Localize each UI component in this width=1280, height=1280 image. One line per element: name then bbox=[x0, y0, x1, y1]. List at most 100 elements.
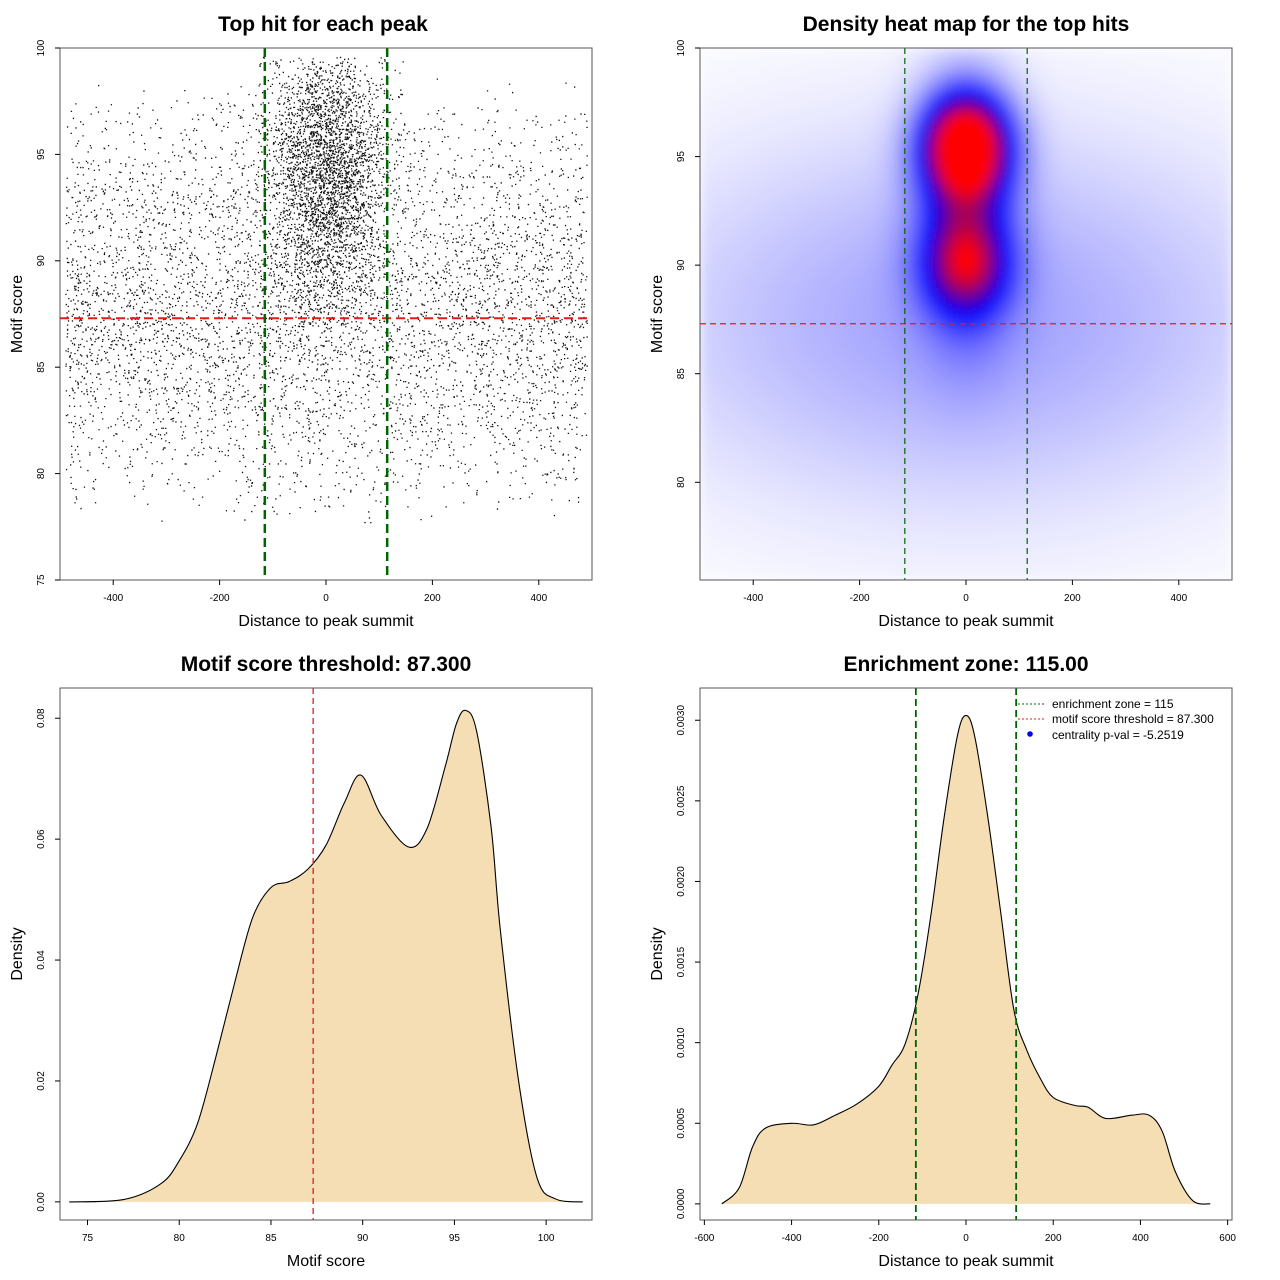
heatmap-cell bbox=[749, 355, 759, 365]
heatmap-cell bbox=[974, 413, 984, 423]
heatmap-cell bbox=[1173, 555, 1183, 564]
heatmap-cell bbox=[1007, 447, 1017, 456]
heatmap-cell bbox=[1198, 189, 1208, 199]
heatmap-cell bbox=[882, 388, 892, 398]
heatmap-cell bbox=[899, 571, 909, 580]
heatmap-cell bbox=[1057, 264, 1067, 274]
heatmap-cell bbox=[1173, 480, 1183, 490]
heatmap-cell bbox=[766, 147, 776, 157]
heatmap-cell bbox=[1215, 214, 1225, 224]
heatmap-cell bbox=[716, 230, 726, 240]
heatmap-cell bbox=[700, 181, 709, 190]
heatmap-cell bbox=[1223, 380, 1232, 390]
heatmap-cell bbox=[1099, 197, 1108, 207]
heatmap-cell bbox=[1207, 222, 1216, 232]
heatmap-cell bbox=[1115, 164, 1125, 174]
heatmap-cell bbox=[999, 463, 1009, 473]
heatmap-cell bbox=[791, 289, 801, 298]
heatmap-cell bbox=[1223, 521, 1232, 531]
heatmap-cell bbox=[949, 422, 959, 431]
heatmap-cell bbox=[957, 297, 967, 307]
heatmap-cell bbox=[783, 131, 793, 141]
heatmap-cell bbox=[1148, 488, 1158, 498]
heatmap-cell bbox=[1032, 97, 1042, 107]
heatmap-cell bbox=[833, 131, 842, 141]
heatmap-cell bbox=[1140, 555, 1150, 564]
heatmap-cell bbox=[907, 264, 917, 274]
heatmap-cell bbox=[966, 314, 975, 323]
heatmap-cell bbox=[1007, 72, 1017, 82]
heatmap-cell bbox=[791, 347, 801, 357]
heatmap-cell bbox=[1057, 56, 1067, 66]
heatmap-cell bbox=[708, 239, 718, 249]
heatmap-cell bbox=[749, 496, 759, 506]
heatmap-cell bbox=[957, 571, 967, 580]
heatmap-cell bbox=[749, 56, 759, 66]
heatmap-cell bbox=[1198, 64, 1208, 74]
heatmap-cell bbox=[916, 380, 926, 390]
heatmap-cell bbox=[1190, 505, 1200, 515]
heatmap-cell bbox=[1007, 563, 1017, 573]
heatmap-cell bbox=[741, 131, 751, 141]
heatmap-cell bbox=[799, 413, 809, 423]
heatmap-cell bbox=[1040, 139, 1050, 149]
heatmap-cell bbox=[1215, 239, 1225, 249]
heatmap-cell bbox=[1065, 563, 1075, 573]
heatmap-cell bbox=[1165, 330, 1175, 340]
heatmap-cell bbox=[749, 214, 759, 224]
heatmap-cell bbox=[966, 247, 975, 257]
heatmap-cell bbox=[841, 438, 851, 448]
heatmap-cell bbox=[1040, 480, 1050, 490]
heatmap-cell bbox=[1148, 172, 1158, 182]
heatmap-cell bbox=[708, 405, 718, 415]
heatmap-cell bbox=[974, 114, 984, 124]
heatmap-cell bbox=[833, 438, 842, 448]
heatmap-cell bbox=[758, 230, 768, 240]
heatmap-cell bbox=[741, 81, 751, 91]
heatmap-cell bbox=[874, 297, 884, 307]
heatmap-cell bbox=[1007, 156, 1017, 165]
heatmap-cell bbox=[899, 463, 909, 473]
heatmap-cell bbox=[1157, 338, 1167, 348]
heatmap-cell bbox=[783, 239, 793, 249]
heatmap-cell bbox=[1099, 496, 1108, 506]
heatmap-cell bbox=[899, 372, 909, 382]
heatmap-cell bbox=[1173, 255, 1183, 265]
heatmap-cell bbox=[932, 289, 942, 298]
heatmap-cell bbox=[1215, 305, 1225, 315]
heatmap-cell bbox=[1024, 106, 1034, 116]
heatmap-cell bbox=[1057, 563, 1067, 573]
heatmap-cell bbox=[799, 322, 809, 332]
heatmap-cell bbox=[990, 505, 1000, 515]
heatmap-cell bbox=[1007, 430, 1017, 440]
heatmap-cell bbox=[866, 272, 876, 282]
heatmap-cell bbox=[1173, 114, 1183, 124]
heatmap-cell bbox=[941, 48, 950, 57]
heatmap-cell bbox=[1182, 56, 1192, 66]
heatmap-cell bbox=[841, 197, 851, 207]
heatmap-cell bbox=[957, 513, 967, 523]
heatmap-cell bbox=[1065, 264, 1075, 274]
heatmap-cell bbox=[833, 122, 842, 132]
heatmap-cell bbox=[741, 264, 751, 274]
heatmap-cell bbox=[882, 455, 892, 465]
heatmap-cell bbox=[916, 563, 926, 573]
heatmap-cell bbox=[733, 347, 743, 357]
heatmap-cell bbox=[874, 546, 884, 556]
heatmap-cell bbox=[1015, 438, 1025, 448]
heatmap-cell bbox=[916, 513, 926, 523]
heatmap-cell bbox=[924, 563, 934, 573]
heatmap-cell bbox=[899, 122, 909, 132]
heatmap-cell bbox=[916, 164, 926, 174]
heatmap-cell bbox=[783, 56, 793, 66]
heatmap-cell bbox=[1223, 131, 1232, 141]
heatmap-cell bbox=[1157, 496, 1167, 506]
heatmap-cell bbox=[1057, 64, 1067, 74]
heatmap-cell bbox=[849, 488, 859, 498]
heatmap-cell bbox=[1207, 247, 1216, 257]
heatmap-cell bbox=[1140, 438, 1150, 448]
heatmap-cell bbox=[1082, 139, 1092, 149]
heatmap-cell bbox=[716, 297, 726, 307]
heatmap-cell bbox=[1140, 430, 1150, 440]
heatmap-cell bbox=[766, 164, 776, 174]
